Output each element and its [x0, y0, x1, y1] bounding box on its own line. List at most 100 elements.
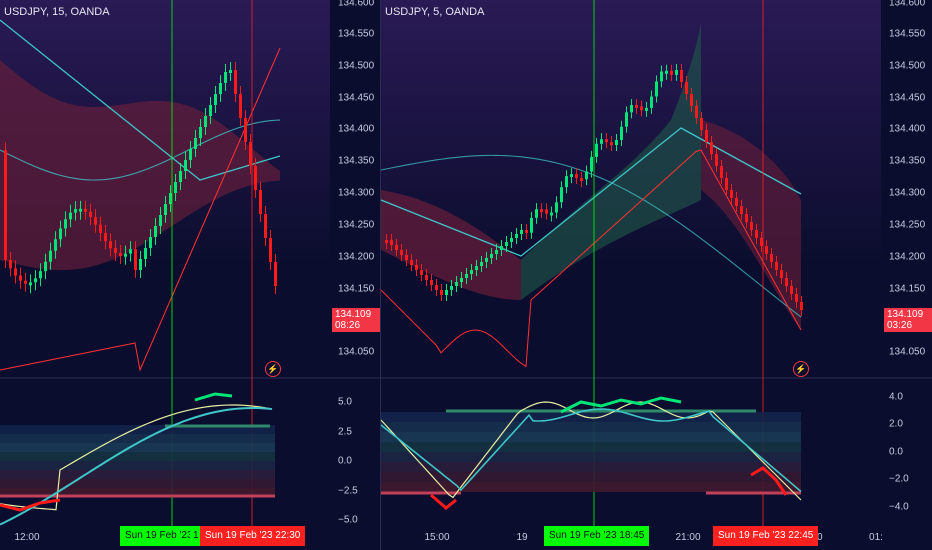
- oscillator-signal-line: [0, 404, 273, 511]
- chart-pane-left[interactable]: USDJPY, 15, OANDA 134.600 134.550 134.500 1…: [0, 0, 380, 550]
- candle: [645, 107, 648, 111]
- candle: [445, 290, 448, 295]
- price-axis-label: 134.550: [338, 28, 375, 40]
- candle: [44, 261, 47, 272]
- price-axis-label: 134.400: [338, 123, 375, 135]
- candle: [149, 237, 152, 248]
- candle: [585, 171, 588, 180]
- candle: [84, 208, 87, 212]
- candle: [395, 245, 398, 250]
- moving-average-line: [0, 19, 281, 181]
- candle: [99, 224, 102, 234]
- price-axis-label: 134.150: [338, 283, 375, 295]
- crosshair-time-red: Sun 19 Feb '23 22:45: [713, 526, 819, 546]
- lower-band-line: [0, 47, 281, 372]
- price-axis-label: 134.350: [338, 155, 375, 167]
- candle: [570, 174, 573, 178]
- candle: [605, 139, 608, 143]
- candle: [74, 209, 77, 213]
- price-axis-label: 134.550: [889, 28, 926, 40]
- candle: [620, 126, 623, 141]
- lightning-icon[interactable]: ⚡: [793, 361, 809, 377]
- candle: [625, 112, 628, 127]
- candle: [675, 70, 678, 75]
- candle: [580, 177, 583, 181]
- price-axis-label: 134.450: [889, 92, 926, 104]
- pane-divider[interactable]: [380, 0, 381, 550]
- candle: [385, 240, 388, 243]
- candle: [400, 250, 403, 255]
- oscillator-axis-label: −4.0: [889, 501, 909, 513]
- candle: [635, 104, 638, 108]
- candle: [450, 286, 453, 290]
- bull-cloud: [521, 20, 701, 300]
- candle: [695, 106, 698, 118]
- candle: [54, 239, 57, 251]
- price-axis-label: 134.250: [338, 219, 375, 231]
- candle: [19, 275, 22, 281]
- oscillator-band: [0, 425, 275, 434]
- candle: [460, 278, 463, 282]
- candle: [139, 259, 142, 270]
- candle: [670, 70, 673, 75]
- candle: [475, 266, 478, 270]
- candle: [575, 174, 578, 178]
- oscillator-band: [0, 452, 275, 461]
- candle: [770, 254, 773, 262]
- oscillator-band: [0, 470, 275, 479]
- candle: [790, 286, 793, 294]
- candle: [760, 238, 763, 246]
- chart-canvas-right[interactable]: [381, 0, 932, 550]
- candle: [415, 265, 418, 270]
- crosshair-time-tail: 1: [190, 526, 202, 546]
- candle: [34, 278, 37, 283]
- candle: [79, 208, 82, 212]
- candle: [209, 105, 212, 116]
- chart-pane-right[interactable]: USDJPY, 5, OANDA 134.600 134.550 134.500 13…: [381, 0, 932, 550]
- crosshair-time-tail-text: 1: [193, 530, 199, 541]
- chart-canvas-left[interactable]: [0, 0, 380, 550]
- price-axis-label: 134.150: [889, 283, 926, 295]
- candle: [725, 178, 728, 190]
- oscillator-axis-label: −5.0: [338, 514, 358, 526]
- oscillator-axis-label: 2.5: [338, 426, 352, 438]
- oscillator-bear-segment: [750, 466, 788, 496]
- oscillator-axis-label: −2.5: [338, 485, 358, 497]
- candle: [64, 219, 67, 229]
- price-axis-label: 134.050: [889, 346, 926, 358]
- candle: [224, 72, 227, 83]
- candle: [239, 94, 242, 118]
- candle: [780, 270, 783, 278]
- candle: [234, 70, 237, 94]
- oscillator-axis-label: 2.0: [889, 418, 903, 430]
- last-price: 134.109: [335, 309, 372, 320]
- candle: [14, 268, 17, 276]
- candle: [470, 270, 473, 274]
- oscillator-band: [0, 488, 275, 497]
- candle: [655, 81, 658, 97]
- oscillator-bear-segment: [0, 498, 61, 512]
- crosshair-time-green-text: Sun 19 Feb '23: [125, 530, 193, 541]
- candle: [244, 118, 247, 142]
- candle: [69, 212, 72, 220]
- oscillator-band: [381, 452, 801, 462]
- price-axis-label: 134.300: [338, 187, 375, 199]
- symbol-label[interactable]: USDJPY, 15, OANDA: [4, 6, 110, 18]
- candle: [750, 222, 753, 230]
- candle: [104, 233, 107, 242]
- candle: [560, 187, 563, 203]
- lightning-icon[interactable]: ⚡: [265, 361, 281, 377]
- oscillator-axis-label: −2.0: [889, 473, 909, 485]
- candle: [124, 253, 127, 257]
- price-axis-label: 134.200: [889, 251, 926, 263]
- candle: [745, 214, 748, 222]
- moving-average-line: [0, 119, 281, 181]
- candle: [545, 209, 548, 214]
- candle: [134, 249, 137, 270]
- candle: [430, 280, 433, 285]
- symbol-label[interactable]: USDJPY, 5, OANDA: [385, 6, 485, 18]
- price-axis-label: 134.600: [889, 0, 926, 9]
- candle: [755, 230, 758, 238]
- price-axis-label: 134.300: [889, 187, 926, 199]
- candle: [109, 241, 112, 249]
